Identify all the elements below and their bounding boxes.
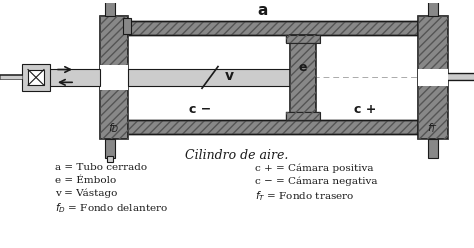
- Bar: [290, 35, 316, 120]
- Text: $f_T$ = Fondo trasero: $f_T$ = Fondo trasero: [255, 189, 355, 203]
- Text: $f_D$ = Fondo delantero: $f_D$ = Fondo delantero: [55, 202, 168, 216]
- Bar: [107, 156, 113, 162]
- Text: e = Émbolo: e = Émbolo: [55, 176, 116, 185]
- Text: v: v: [225, 69, 234, 83]
- Bar: [100, 64, 128, 90]
- Text: e: e: [299, 61, 307, 74]
- Bar: [100, 16, 128, 139]
- Bar: [128, 68, 290, 86]
- Text: Cilindro de aire.: Cilindro de aire.: [185, 149, 289, 162]
- Bar: [45, 68, 100, 86]
- Text: a = Tubo cerrado: a = Tubo cerrado: [55, 163, 147, 172]
- Bar: [108, 120, 418, 134]
- Bar: [108, 21, 418, 35]
- Bar: [286, 112, 320, 120]
- Bar: [418, 16, 448, 139]
- Text: c −: c −: [189, 103, 211, 117]
- Text: v = Vástago: v = Vástago: [55, 189, 118, 198]
- Bar: [428, 0, 438, 16]
- Bar: [100, 16, 128, 139]
- Bar: [418, 68, 448, 86]
- Text: $f_T$: $f_T$: [428, 121, 438, 135]
- Bar: [286, 35, 320, 43]
- Bar: [286, 35, 320, 43]
- Bar: [290, 35, 316, 120]
- Text: $f_D$: $f_D$: [108, 121, 120, 135]
- Bar: [105, 139, 115, 158]
- Text: +: +: [38, 62, 50, 77]
- Bar: [105, 0, 115, 16]
- Bar: [123, 18, 131, 34]
- Bar: [286, 112, 320, 120]
- Bar: [22, 63, 50, 91]
- Bar: [28, 69, 44, 85]
- Bar: [108, 120, 418, 134]
- Bar: [428, 139, 438, 158]
- Text: a: a: [258, 3, 268, 18]
- Text: −: −: [37, 75, 50, 90]
- Bar: [418, 16, 448, 139]
- Text: c + = Cámara positiva: c + = Cámara positiva: [255, 163, 374, 173]
- Bar: [108, 21, 418, 35]
- Bar: [108, 35, 418, 120]
- Text: c +: c +: [354, 103, 376, 117]
- Text: c − = Cámara negativa: c − = Cámara negativa: [255, 176, 377, 186]
